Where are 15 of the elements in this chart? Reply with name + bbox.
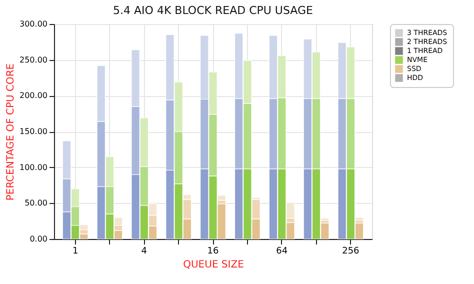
x-tick-label: 256: [342, 246, 360, 256]
y-tick-label: 200.00: [20, 91, 48, 100]
x-tick-label: 64: [276, 246, 288, 256]
chart-title: 5.4 AIO 4K BLOCK READ CPU USAGE: [113, 4, 314, 17]
x-tick-label: 4: [141, 246, 148, 256]
y-tick-label: 100.00: [20, 162, 48, 172]
y-tick-label: 150.00: [20, 127, 48, 136]
y-tick-label: 0.00: [30, 234, 48, 244]
y-axis-title: PERCENTAGE OF CPU CORE: [6, 63, 17, 201]
x-axis-title: QUEUE SIZE: [183, 260, 244, 270]
y-tick-label: 300.00: [20, 20, 48, 28]
y-tick-label: 50.00: [24, 198, 48, 208]
x-tick-label: 16: [207, 246, 219, 256]
x-tick-label: 1: [72, 246, 78, 256]
y-tick-label: 250.00: [20, 55, 48, 64]
